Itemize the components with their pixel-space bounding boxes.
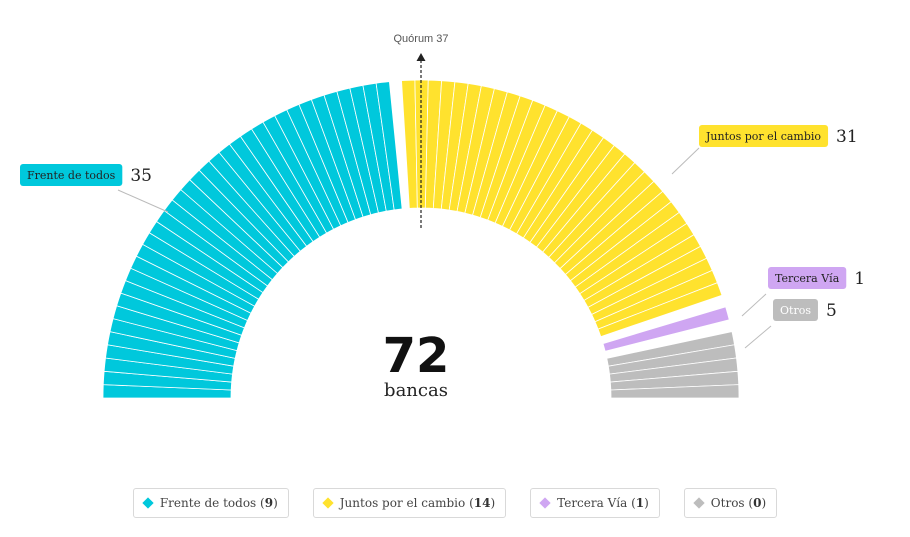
legend-label: Frente de todos: [159, 496, 257, 510]
callout-label-frente-de-todos: Frente de todos: [27, 169, 116, 182]
callout-label-tercera-via: Tercera Vía: [775, 272, 840, 285]
legend-count: 1: [635, 496, 645, 510]
callout-leader-otros: [744, 325, 772, 349]
callout-label-juntos-por-el-cambio: Juntos por el cambio: [705, 130, 821, 143]
legend-count: 9: [264, 496, 274, 510]
legend-count: 0: [753, 496, 762, 510]
legend-item-tercera-via[interactable]: Tercera Vía (1): [530, 488, 660, 518]
callout-leader-juntos-por-el-cambio: [671, 147, 700, 175]
parliament-chart: Frente de todos 35 Juntos por el cambio 31 T…: [20, 33, 865, 401]
seat-otros[interactable]: [610, 384, 740, 399]
callout-label-otros: Otros: [780, 304, 811, 317]
callout-leader-frente-de-todos: [117, 189, 169, 213]
legend-label: Tercera Vía: [557, 496, 628, 510]
callout-seats-frente-de-todos: 35: [130, 166, 152, 186]
quorum-label: Quórum 37: [393, 33, 448, 45]
seat-tercera-via[interactable]: [602, 306, 730, 352]
callout-pill-otros: [773, 299, 818, 321]
legend-item-frente-de-todos[interactable]: Frente de todos (9): [132, 488, 289, 518]
legend-item-juntos-por-el-cambio[interactable]: Juntos por el cambio (14): [312, 488, 507, 518]
legend-count: 14: [473, 496, 491, 510]
callout-seats-juntos-por-el-cambio: 31: [836, 127, 858, 147]
seat-frente-de-todos[interactable]: [375, 81, 403, 211]
diamond-icon: [539, 497, 551, 509]
diamond-icon: [142, 497, 154, 509]
callout-pill-juntos-por-el-cambio: [699, 125, 829, 147]
legend-label: Juntos por el cambio: [339, 496, 466, 510]
diamond-icon: [693, 497, 705, 509]
total-seats-label: bancas: [384, 380, 448, 401]
seats-group: [102, 79, 740, 399]
legend: Frente de todos (9) Juntos por el cambio…: [0, 488, 910, 518]
quorum-arrow-icon: [416, 53, 426, 61]
legend-item-otros[interactable]: Otros (0): [683, 488, 778, 518]
callout-seats-otros: 5: [826, 301, 837, 321]
callout-pill-tercera-via: [768, 267, 847, 289]
seat-juntos-por-el-cambio[interactable]: [597, 282, 723, 338]
callout-pill-frente-de-todos: [20, 164, 123, 186]
diamond-icon: [322, 497, 334, 509]
party-callouts: Frente de todos 35 Juntos por el cambio 31 T…: [20, 125, 865, 349]
legend-label: Otros: [710, 496, 745, 510]
quorum-marker: Quórum 37: [393, 33, 449, 228]
callout-seats-tercera-via: 1: [854, 269, 865, 289]
callout-leader-tercera-via: [741, 293, 767, 317]
total-seats-value: 72: [383, 328, 450, 384]
